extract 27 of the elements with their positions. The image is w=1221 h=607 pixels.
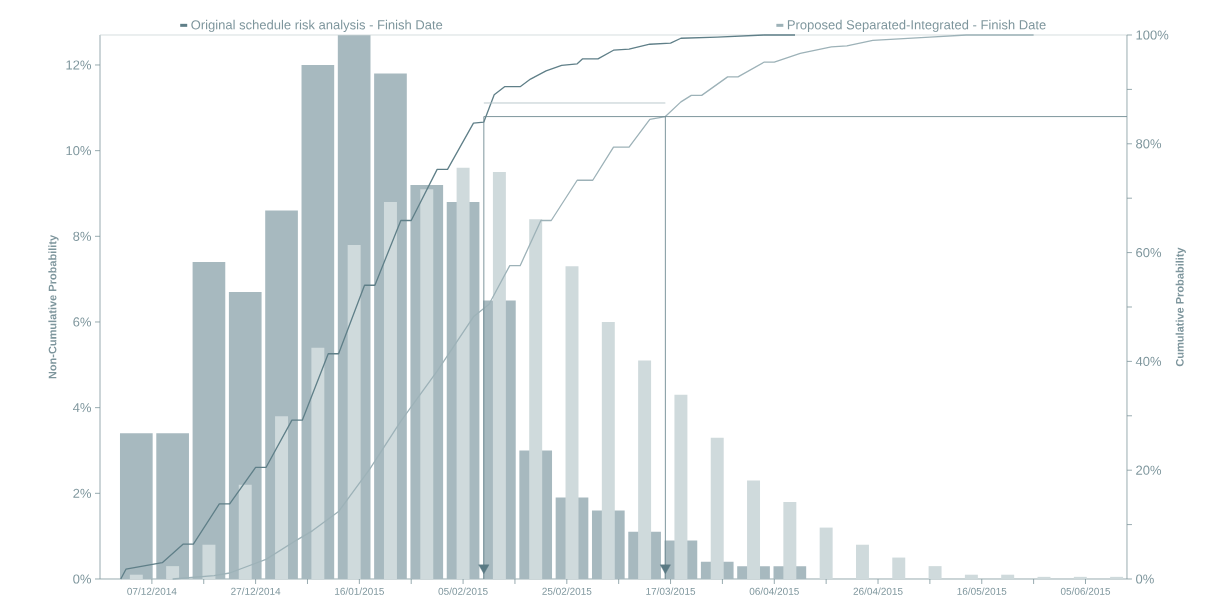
y-tick-label: 4% [72, 403, 92, 413]
y-tick-label: 6% [73, 317, 92, 327]
y-tick-label: 8% [73, 231, 92, 241]
x-tick-label: 06/04/2015 [749, 587, 799, 595]
legend-label: Original schedule risk analysis - Finish Date [191, 19, 443, 32]
x-tick-label: 25/02/2015 [542, 587, 592, 595]
x-tick-label: 27/12/2014 [231, 587, 281, 595]
y-tick-label: 10% [66, 146, 92, 156]
y-tick-label: 2% [73, 488, 92, 498]
x-tick-label: 17/03/2015 [646, 587, 696, 595]
y2-axis-title: Cumulative Probability [1175, 247, 1186, 367]
x-tick-label: 05/02/2015 [438, 587, 488, 595]
y2-tick-label: 0% [1136, 574, 1154, 584]
y2-tick-label: 100% [1136, 30, 1169, 40]
y2-tick-label: 20% [1136, 465, 1162, 475]
x-tick-label: 07/12/2014 [127, 587, 177, 595]
legend-label: Proposed Separated-Integrated - Finish Date [787, 19, 1046, 32]
x-tick-label: 05/06/2015 [1060, 587, 1111, 595]
y-axis-title: Non-Cumulative Probability [48, 234, 59, 379]
x-tick-label: 16/05/2015 [957, 587, 1007, 595]
x-tick-label: 26/04/2015 [853, 587, 903, 595]
y2-tick-label: 40% [1135, 356, 1162, 366]
y2-tick-label: 80% [1136, 139, 1162, 149]
y-tick-label: 0% [73, 574, 92, 584]
x-tick-label: 16/01/2015 [335, 587, 384, 595]
y-tick-label: 12% [66, 60, 92, 70]
y2-tick-label: 60% [1136, 247, 1162, 258]
